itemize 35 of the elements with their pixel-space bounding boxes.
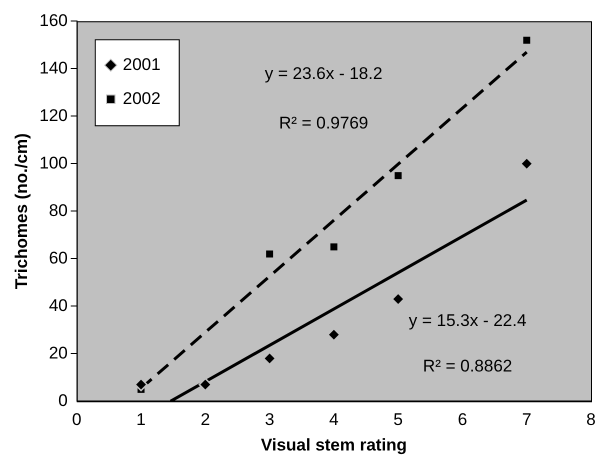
annotation: R² = 0.8862 bbox=[422, 356, 512, 376]
y-tick-label: 40 bbox=[48, 296, 68, 315]
x-tick-label: 0 bbox=[72, 410, 82, 430]
annotation: R² = 0.9769 bbox=[278, 113, 368, 132]
annotation: y = 15.3x - 22.4 bbox=[408, 311, 526, 330]
annotation: y = 23.6x - 18.2 bbox=[264, 64, 382, 84]
y-tick-label: 0 bbox=[58, 390, 68, 410]
point bbox=[520, 156, 534, 170]
x-tick-label: 3 bbox=[264, 410, 274, 430]
x-tick-label: 6 bbox=[458, 410, 468, 430]
y-tick-label: 100 bbox=[39, 153, 68, 172]
x-axis-title: Visual stem rating bbox=[260, 435, 407, 454]
x-tick-label: 8 bbox=[586, 410, 596, 430]
legend-label: 2001 bbox=[122, 54, 161, 74]
y-tick-label: 160 bbox=[39, 10, 68, 30]
legend-label: 2002 bbox=[122, 88, 161, 108]
y-tick-label: 120 bbox=[39, 106, 68, 125]
y-axis-title: Trichomes (no./cm) bbox=[12, 133, 31, 290]
x-tick-label: 7 bbox=[522, 410, 532, 430]
x-tick-label: 1 bbox=[136, 410, 146, 430]
point bbox=[198, 378, 212, 392]
x-tick-label: 4 bbox=[329, 410, 339, 430]
point bbox=[328, 242, 339, 252]
point bbox=[393, 170, 404, 181]
y-tick-label: 20 bbox=[48, 343, 68, 362]
point bbox=[134, 378, 148, 392]
x-tick-label: 5 bbox=[393, 410, 403, 430]
x-tick-label: 2 bbox=[200, 410, 210, 430]
point bbox=[522, 35, 532, 46]
point bbox=[327, 328, 341, 342]
y-tick-label: 60 bbox=[48, 248, 68, 268]
point bbox=[262, 352, 276, 366]
point bbox=[391, 292, 405, 306]
y-tick-label: 80 bbox=[48, 200, 68, 220]
y-tick-label: 140 bbox=[39, 58, 68, 78]
